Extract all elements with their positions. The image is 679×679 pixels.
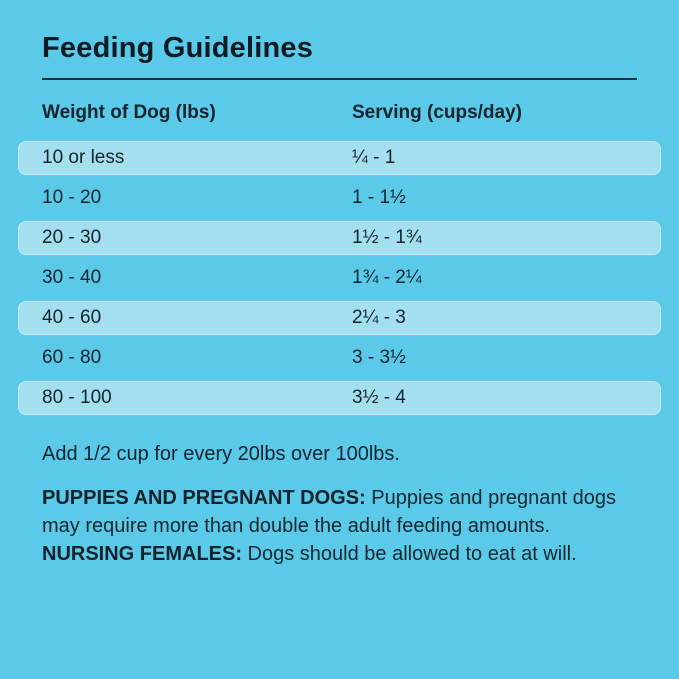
serving-cell: 3 - 3½	[352, 347, 406, 368]
table-row: 20 - 30 1½ - 1¾	[18, 221, 661, 255]
serving-cell: 1 - 1½	[352, 187, 406, 208]
table-row: 40 - 60 2¼ - 3	[18, 301, 661, 335]
column-header-serving: Serving (cups/day)	[352, 102, 522, 123]
nursing-females-label: NURSING FEMALES:	[42, 543, 242, 565]
serving-cell: 1¾ - 2¼	[352, 267, 422, 288]
weight-cell: 40 - 60	[42, 307, 102, 328]
weight-cell: 10 or less	[42, 147, 125, 168]
weight-cell: 60 - 80	[42, 347, 102, 368]
weight-cell: 80 - 100	[42, 387, 112, 408]
table-row: 80 - 100 3½ - 4	[18, 381, 661, 415]
serving-cell: 1½ - 1¾	[352, 227, 422, 248]
column-header-weight: Weight of Dog (lbs)	[42, 102, 216, 123]
serving-cell: ¼ - 1	[352, 147, 396, 168]
table-row: 60 - 80 3 - 3½	[18, 341, 661, 375]
nursing-females-text: Dogs should be allowed to eat at will.	[242, 543, 577, 565]
table-row: 10 or less ¼ - 1	[18, 141, 661, 175]
puppies-pregnant-text: Puppies and pregnant dogs may require mo…	[42, 487, 616, 537]
puppies-pregnant-label: PUPPIES AND PREGNANT DOGS:	[42, 487, 366, 509]
serving-cell: 2¼ - 3	[352, 307, 406, 328]
table-row: 30 - 40 1¾ - 2¼	[18, 261, 661, 295]
table-row: 10 - 20 1 - 1½	[18, 181, 661, 215]
title-divider	[42, 78, 637, 80]
page-title: Feeding Guidelines	[42, 32, 314, 64]
table-header-row: Weight of Dog (lbs) Serving (cups/day)	[18, 80, 661, 141]
overage-note: Add 1/2 cup for every 20lbs over 100lbs.	[42, 443, 400, 465]
serving-cell: 3½ - 4	[352, 387, 406, 408]
feeding-table: Weight of Dog (lbs) Serving (cups/day) 1…	[18, 80, 661, 415]
weight-cell: 20 - 30	[42, 227, 102, 248]
weight-cell: 30 - 40	[42, 267, 102, 288]
weight-cell: 10 - 20	[42, 187, 102, 208]
special-feeding-note: PUPPIES AND PREGNANT DOGS: Puppies and p…	[42, 484, 617, 568]
